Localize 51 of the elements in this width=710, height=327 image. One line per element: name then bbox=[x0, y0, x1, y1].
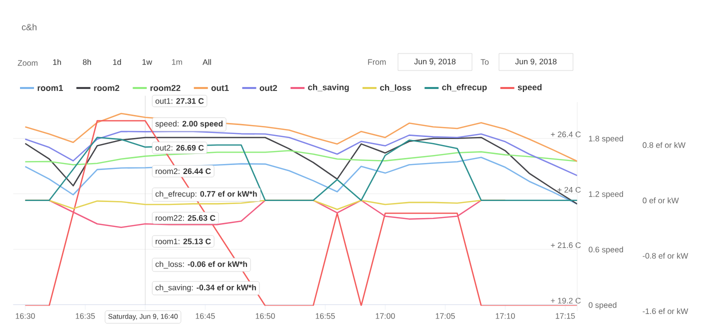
legend-label: speed bbox=[518, 84, 542, 92]
text: 1m bbox=[172, 59, 182, 65]
y3-tick-label: 0.8 ef or kW bbox=[642, 142, 686, 148]
y-tick-label: + 19.2 C bbox=[550, 298, 581, 304]
text: 1d bbox=[113, 59, 121, 65]
annotation: out2: 26.69 C bbox=[156, 144, 204, 151]
annotation: room1: 25.13 C bbox=[156, 238, 211, 244]
x-tick-label: 16:30 bbox=[16, 313, 35, 319]
y2-tick-label: 0 speed bbox=[588, 302, 616, 310]
annotation: ch_saving: -0.34 ef or kW*h bbox=[156, 284, 256, 292]
y2-tick-label: 1.2 speed bbox=[589, 191, 624, 198]
annotation: ch_efrecup: 0.77 ef or kW*h bbox=[156, 190, 257, 198]
text: To bbox=[480, 59, 489, 65]
legend-label: ch_saving bbox=[308, 84, 349, 92]
text: Jun 9, 2018 bbox=[515, 58, 557, 66]
y-tick-label: + 26.4 C bbox=[550, 132, 581, 138]
annotation: speed: 2.00 speed bbox=[155, 120, 223, 128]
annotation: ch_loss: -0.06 ef or kW*h bbox=[156, 261, 248, 268]
x-tick-label: 17:05 bbox=[436, 313, 455, 319]
y3-tick-label: -0.8 ef or kW bbox=[642, 252, 688, 259]
chart-title: c&h bbox=[22, 24, 36, 30]
x-tick-label: 16:45 bbox=[196, 313, 215, 319]
text: Zoom bbox=[18, 60, 38, 66]
y-tick-label: + 21.6 C bbox=[550, 242, 581, 248]
y3-tick-label: 0 ef or kW bbox=[642, 197, 679, 204]
x-tick-label: 16:35 bbox=[76, 313, 95, 319]
legend-label: out1 bbox=[211, 85, 229, 91]
y2-tick-label: 1.8 speed bbox=[589, 136, 624, 143]
y2-tick-label: 0.6 speed bbox=[588, 246, 624, 254]
text: From bbox=[368, 59, 386, 65]
y-tick-label: + 24 C bbox=[558, 186, 581, 193]
text: Jun 9, 2018 bbox=[414, 58, 456, 66]
legend-label: ch_loss bbox=[380, 84, 412, 92]
x-tick-label: 16:50 bbox=[256, 313, 275, 319]
annotation: room22: 25.63 C bbox=[156, 215, 216, 221]
text: 8h bbox=[82, 59, 91, 65]
text: 1w bbox=[142, 59, 152, 65]
x-tick-label: 16:55 bbox=[316, 313, 335, 319]
legend-label: room2 bbox=[94, 84, 120, 92]
legend-label: ch_efrecup bbox=[442, 84, 487, 92]
x-tick-label: 17:15 bbox=[556, 313, 575, 319]
text: 1h bbox=[53, 59, 61, 65]
legend-label: room22 bbox=[150, 84, 180, 92]
legend-label: out2 bbox=[260, 84, 278, 92]
text: All bbox=[202, 59, 211, 65]
annotation: out1: 27.31 C bbox=[156, 98, 204, 104]
legend-label: room1 bbox=[38, 85, 63, 91]
x-tick-label: 17:00 bbox=[376, 313, 395, 319]
annotation: room2: 26.44 C bbox=[156, 168, 211, 174]
x-tick-label: 17:10 bbox=[496, 313, 515, 319]
y3-tick-label: -1.6 ef or kW bbox=[642, 308, 688, 314]
